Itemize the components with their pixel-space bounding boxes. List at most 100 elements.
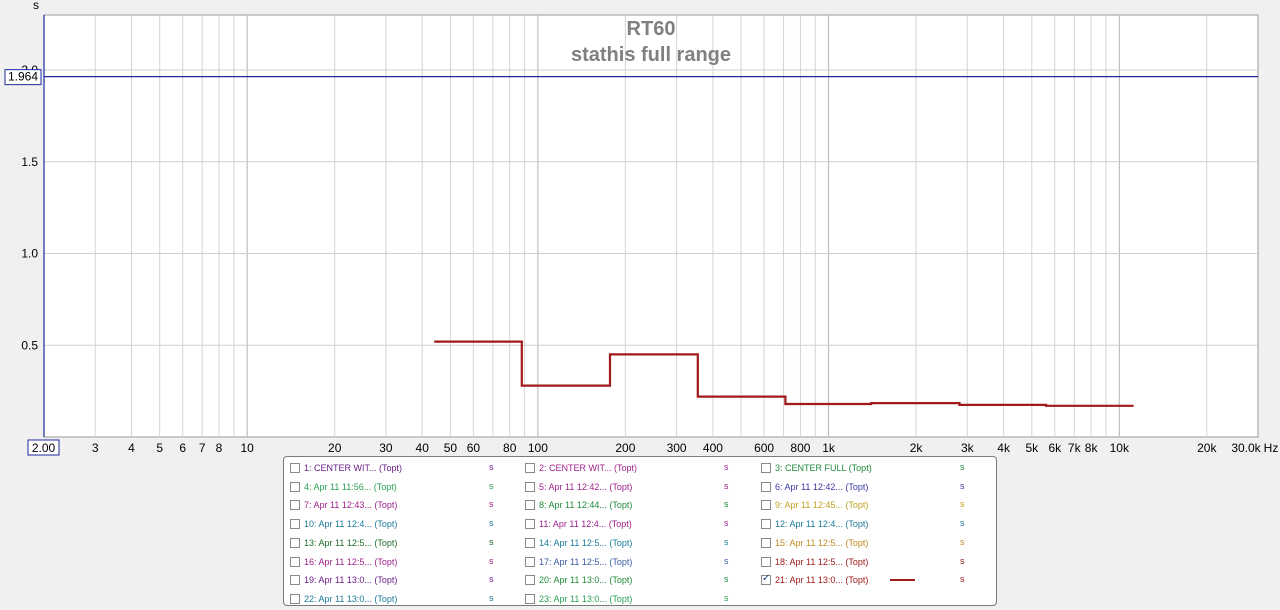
- trace-visibility-checkbox[interactable]: [525, 463, 535, 473]
- trace-visibility-checkbox[interactable]: [290, 481, 300, 492]
- legend-item-label: 6: Apr 11 12:42... (Topt): [775, 481, 869, 492]
- trace-visibility-checkbox[interactable]: [525, 519, 535, 530]
- x-tick-label: 400: [703, 441, 723, 455]
- x-tick-label: 600: [754, 441, 774, 455]
- legend-item-unit: s: [724, 462, 729, 472]
- trace-visibility-checkbox[interactable]: [761, 481, 771, 492]
- legend-item-unit: s: [489, 555, 494, 566]
- x-tick-label: 2k: [910, 441, 924, 455]
- legend-item-label: 10: Apr 11 12:4... (Topt): [304, 519, 398, 530]
- legend-item-label: 15: Apr 11 12:5... (Topt): [775, 537, 869, 548]
- legend-item[interactable]: 23: Apr 11 13:0... (Topt): [525, 592, 632, 606]
- x-tick-label: 10: [241, 441, 255, 455]
- legend-item[interactable]: 15: Apr 11 12:5... (Topt): [761, 536, 868, 550]
- legend-item[interactable]: 10: Apr 11 12:4... (Topt): [290, 517, 397, 531]
- legend-item[interactable]: 11: Apr 11 12:4... (Topt): [525, 517, 632, 531]
- x-tick-label: 80: [503, 441, 517, 455]
- trace-visibility-checkbox[interactable]: [290, 500, 300, 511]
- x-tick-label: 20: [328, 441, 342, 455]
- legend-item[interactable]: 8: Apr 11 12:44... (Topt): [525, 498, 632, 512]
- legend-item-unit: s: [724, 555, 729, 566]
- legend-item-label: 7: Apr 11 12:43... (Topt): [304, 500, 398, 511]
- legend-item-label: 23: Apr 11 13:0... (Topt): [539, 593, 633, 604]
- trace-visibility-checkbox[interactable]: [761, 463, 771, 473]
- legend-item-unit: s: [489, 536, 494, 547]
- legend-item[interactable]: 20: Apr 11 13:0... (Topt): [525, 573, 632, 587]
- legend-item-unit: s: [489, 592, 494, 603]
- legend-item[interactable]: 9: Apr 11 12:45... (Topt): [761, 498, 868, 512]
- legend-item[interactable]: 18: Apr 11 12:5... (Topt): [761, 555, 868, 569]
- trace-visibility-checkbox[interactable]: [290, 519, 300, 530]
- x-tick-label: 20k: [1197, 441, 1217, 455]
- legend-item[interactable]: 6: Apr 11 12:42... (Topt): [761, 480, 868, 494]
- legend-item[interactable]: 1: CENTER WIT... (Topt): [290, 461, 402, 475]
- cursor-value-box[interactable]: [4, 69, 42, 86]
- legend-item-unit: s: [489, 518, 494, 529]
- legend-item-unit: s: [960, 555, 965, 566]
- trace-visibility-checkbox[interactable]: [290, 593, 300, 604]
- trace-visibility-checkbox[interactable]: [761, 537, 771, 548]
- cursor-value-label: 1.964: [8, 70, 38, 84]
- legend-item-label: 9: Apr 11 12:45... (Topt): [775, 500, 869, 511]
- legend-item[interactable]: 22: Apr 11 13:0... (Topt): [290, 592, 397, 606]
- legend-item-unit: s: [489, 574, 494, 585]
- trace-visibility-checkbox[interactable]: [290, 556, 300, 567]
- legend-item[interactable]: 14: Apr 11 12:5... (Topt): [525, 536, 632, 550]
- legend-item[interactable]: 5: Apr 11 12:42... (Topt): [525, 480, 632, 494]
- trace-visibility-checkbox[interactable]: [525, 500, 535, 511]
- trace-visibility-checkbox[interactable]: [525, 537, 535, 548]
- legend-item-label: 19: Apr 11 13:0... (Topt): [304, 575, 398, 586]
- legend-item-label: 22: Apr 11 13:0... (Topt): [304, 593, 398, 604]
- trace-visibility-checkbox[interactable]: [525, 556, 535, 567]
- legend-item-unit: s: [960, 536, 965, 547]
- trace-visibility-checkbox[interactable]: [290, 463, 300, 473]
- legend-item-unit: s: [724, 518, 729, 529]
- legend-item-label: 1: CENTER WIT... (Topt): [304, 463, 403, 473]
- trace-visibility-checkbox[interactable]: [525, 593, 535, 604]
- x-axis-unit-label: Hz: [1264, 441, 1279, 455]
- legend-item-label: 3: CENTER FULL (Topt): [775, 463, 872, 473]
- x-start-box[interactable]: [27, 439, 60, 456]
- legend-item-label: 16: Apr 11 12:5... (Topt): [304, 556, 398, 567]
- x-tick-label: 4: [128, 441, 135, 455]
- legend-item-label: 14: Apr 11 12:5... (Topt): [539, 537, 633, 548]
- trace-visibility-checkbox[interactable]: [290, 537, 300, 548]
- trace-visibility-checkbox[interactable]: [761, 519, 771, 530]
- trace-visibility-checkbox[interactable]: [525, 575, 535, 586]
- legend-item[interactable]: 3: CENTER FULL (Topt): [761, 461, 872, 475]
- legend-item-label: 20: Apr 11 13:0... (Topt): [539, 575, 633, 586]
- y-tick-label: 1.0: [21, 247, 38, 261]
- legend-item[interactable]: 16: Apr 11 12:5... (Topt): [290, 555, 397, 569]
- trace-visibility-checkbox[interactable]: [761, 556, 771, 567]
- legend-item[interactable]: 2: CENTER WIT... (Topt): [525, 461, 637, 475]
- legend-item-unit: s: [724, 574, 729, 585]
- x-tick-label: 5k: [1025, 441, 1039, 455]
- legend-item-unit: s: [724, 480, 729, 491]
- trace-visibility-checkbox[interactable]: [761, 573, 771, 586]
- plot-area[interactable]: [43, 14, 1259, 438]
- x-start-label: 2.00: [32, 441, 56, 455]
- legend-line-swatch: [890, 579, 915, 582]
- legend-item-unit: s: [724, 536, 729, 547]
- legend-item[interactable]: 19: Apr 11 13:0... (Topt): [290, 573, 397, 587]
- trace-visibility-checkbox[interactable]: [525, 481, 535, 492]
- legend-item[interactable]: 13: Apr 11 12:5... (Topt): [290, 536, 397, 550]
- legend-item[interactable]: 7: Apr 11 12:43... (Topt): [290, 498, 397, 512]
- legend-item[interactable]: 12: Apr 11 12:4... (Topt): [761, 517, 868, 531]
- x-tick-label: 4k: [997, 441, 1011, 455]
- legend-item-unit: s: [960, 462, 965, 472]
- trace-legend-panel: 1: CENTER WIT... (Topt) s 2: CENTER WIT...…: [283, 456, 997, 606]
- legend-item[interactable]: 4: Apr 11 11:56... (Topt): [290, 480, 397, 494]
- x-tick-label: 7: [199, 441, 206, 455]
- legend-item-unit: s: [960, 480, 965, 491]
- trace-visibility-checkbox[interactable]: [290, 575, 300, 586]
- legend-item-label: 8: Apr 11 12:44... (Topt): [539, 500, 633, 511]
- legend-item-label: 21: Apr 11 13:0... (Topt): [775, 575, 869, 586]
- trace-visibility-checkbox[interactable]: [761, 500, 771, 511]
- legend-item[interactable]: 17: Apr 11 12:5... (Topt): [525, 555, 632, 569]
- legend-item-label: 4: Apr 11 11:56... (Topt): [304, 481, 397, 492]
- legend-item-unit: s: [489, 499, 494, 510]
- legend-item[interactable]: 21: Apr 11 13:0... (Topt): [761, 573, 868, 587]
